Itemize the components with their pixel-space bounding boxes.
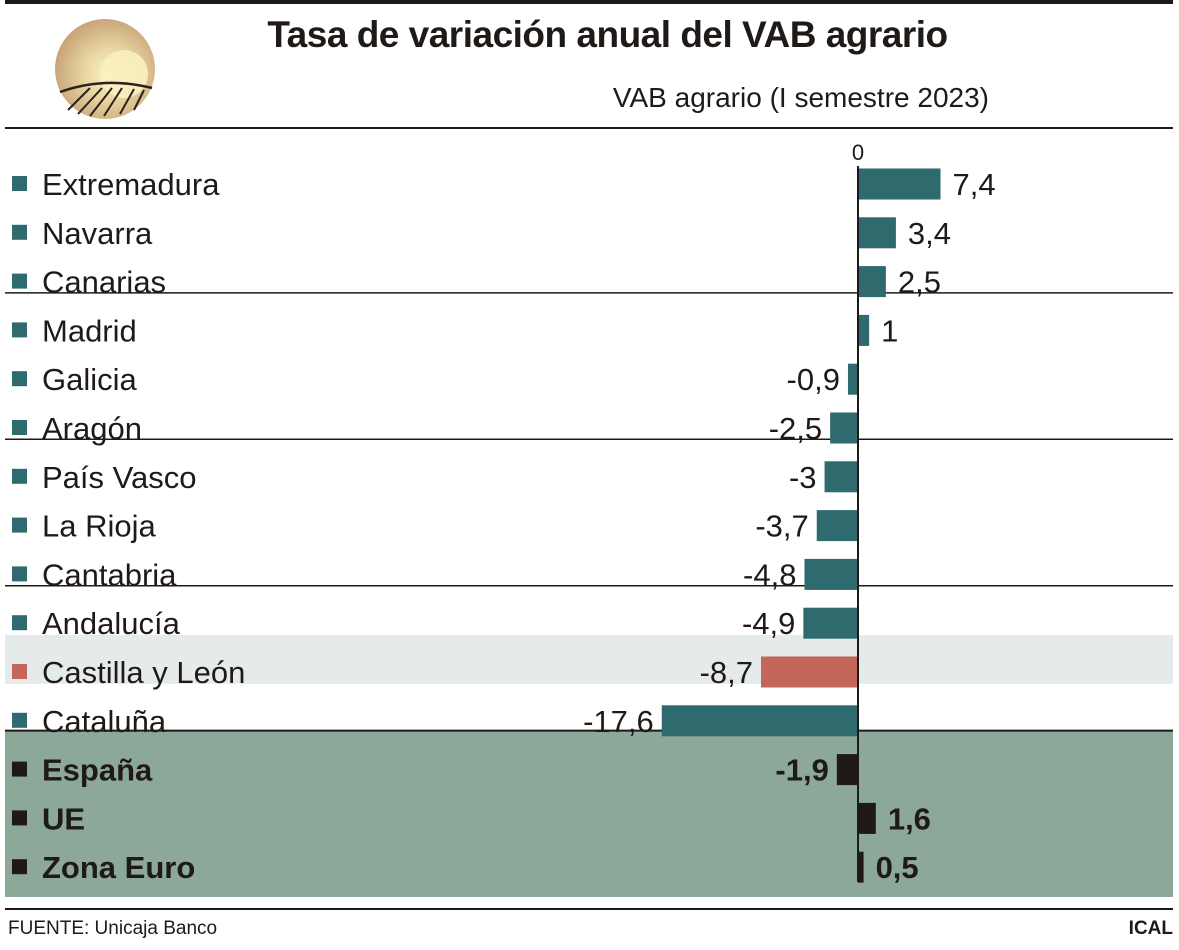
value-label: 3,4	[908, 216, 951, 251]
value-label: -4,8	[743, 557, 796, 592]
aggregate-block-bg	[5, 730, 1173, 897]
bar	[858, 802, 876, 834]
category-label: Extremadura	[42, 167, 220, 202]
zero-tick-label: 0	[852, 140, 864, 165]
value-label: 1,6	[888, 801, 931, 836]
category-label: Canarias	[42, 265, 166, 300]
bar	[824, 461, 858, 493]
bar	[858, 168, 941, 200]
bar	[836, 754, 858, 786]
row-marker	[12, 273, 27, 289]
category-label: La Rioja	[42, 509, 156, 544]
category-label: Andalucía	[42, 606, 181, 641]
row-marker	[12, 761, 27, 777]
value-label: 1	[881, 313, 898, 348]
category-label: Cantabria	[42, 557, 177, 592]
category-label: Zona Euro	[42, 850, 195, 885]
row-marker	[12, 615, 27, 631]
highlight-row-bg	[5, 635, 1173, 684]
value-label: -2,5	[769, 411, 822, 446]
row-marker	[12, 176, 27, 191]
category-label: Madrid	[42, 313, 137, 348]
bar	[858, 266, 886, 298]
row-marker	[12, 468, 27, 484]
category-label: Cataluña	[42, 704, 167, 739]
category-label: Aragón	[42, 411, 142, 446]
chart-subtitle: VAB agrario (I semestre 2023)	[612, 82, 989, 113]
row-marker	[12, 371, 27, 387]
value-label: -4,9	[742, 606, 795, 641]
row-marker	[12, 566, 27, 582]
source-note: FUENTE: Unicaja Banco	[8, 918, 218, 939]
bar	[847, 363, 858, 395]
value-label: -0,9	[787, 362, 840, 397]
value-label: 7,4	[953, 167, 996, 202]
header-rule	[5, 127, 1173, 129]
row-marker	[12, 517, 27, 533]
footer-rule	[5, 908, 1173, 910]
sunset-field-logo-icon	[55, 19, 155, 119]
bar	[661, 705, 858, 737]
value-label: 0,5	[876, 850, 919, 885]
bar	[760, 656, 858, 688]
category-label: Galicia	[42, 362, 138, 397]
value-label: -3,7	[755, 509, 808, 544]
category-label: País Vasco	[42, 460, 197, 495]
category-label: Castilla y León	[42, 655, 245, 690]
category-label: España	[42, 753, 153, 788]
bar	[858, 217, 896, 249]
top-rule	[5, 0, 1173, 4]
bar	[816, 510, 858, 542]
row-marker	[12, 322, 27, 338]
row-marker	[12, 810, 27, 826]
value-label: -17,6	[583, 704, 654, 739]
value-label: -3	[789, 460, 817, 495]
category-label: Navarra	[42, 216, 153, 251]
row-marker	[12, 420, 27, 435]
bar	[858, 851, 864, 883]
row-marker	[12, 224, 27, 240]
row-marker	[12, 859, 27, 875]
category-label: UE	[42, 801, 85, 836]
row-marker	[12, 664, 27, 679]
value-label: -1,9	[775, 753, 828, 788]
bar	[804, 558, 858, 590]
bar	[858, 314, 870, 346]
chart-title: Tasa de variación anual del VAB agrario	[267, 14, 948, 55]
value-label: -8,7	[700, 655, 753, 690]
row-marker	[12, 712, 27, 728]
bar	[830, 412, 858, 444]
value-label: 2,5	[898, 265, 941, 300]
brand-label: ICAL	[1128, 918, 1173, 939]
bar	[803, 607, 858, 639]
